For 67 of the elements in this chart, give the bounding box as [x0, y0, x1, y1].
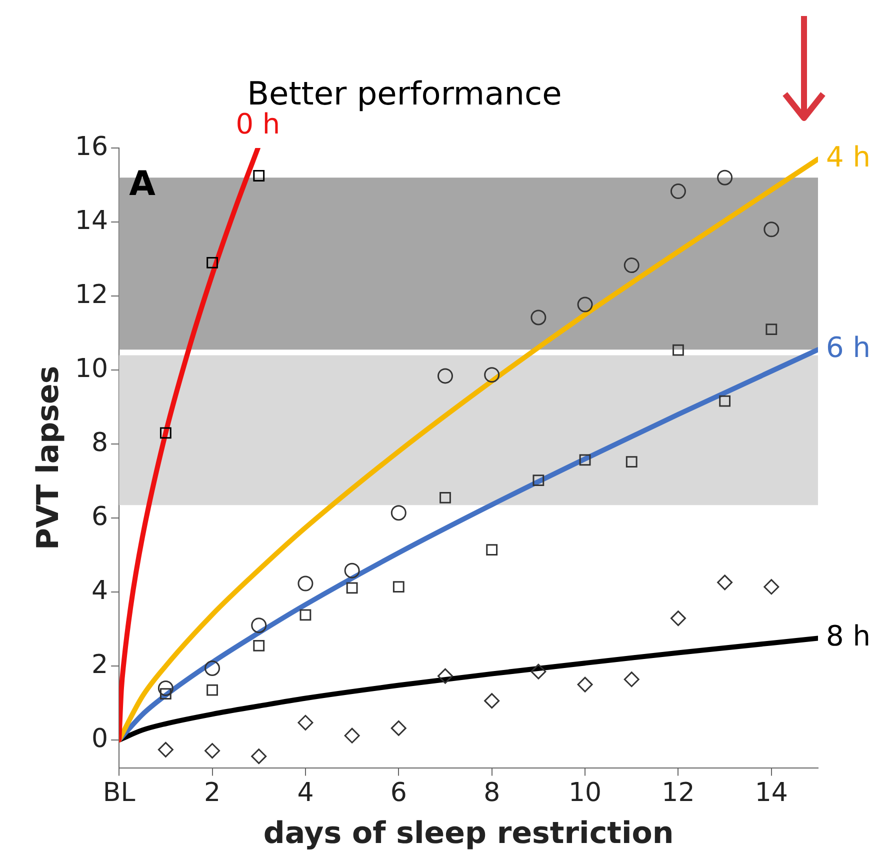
x-tick-label: 4: [297, 778, 314, 808]
point: [486, 544, 498, 556]
point: [624, 672, 640, 688]
y-tick-label: 12: [74, 280, 108, 310]
y-axis-title: PVT lapses: [30, 366, 66, 550]
point: [346, 582, 358, 594]
series-label: 6 h: [826, 330, 870, 364]
x-tick-label: BL: [102, 778, 136, 808]
point: [253, 170, 265, 182]
x-tick-label: 12: [662, 778, 695, 808]
x-tick-label: 2: [204, 778, 221, 808]
y-tick-label: 0: [92, 724, 108, 754]
point: [626, 456, 638, 468]
point: [717, 170, 733, 186]
point: [484, 367, 500, 383]
point: [390, 505, 406, 521]
point: [390, 720, 406, 736]
series-label: 8 h: [826, 620, 870, 653]
point: [766, 324, 778, 336]
x-axis-title: days of sleep restriction: [263, 816, 674, 851]
point: [344, 728, 360, 744]
point: [158, 680, 174, 696]
y-tick-label: 16: [74, 132, 108, 162]
y-tick-label: 8: [92, 428, 108, 458]
point: [577, 296, 593, 312]
point: [579, 454, 591, 466]
point: [251, 748, 267, 764]
y-tick-label: 10: [74, 354, 108, 384]
point: [298, 714, 314, 730]
point: [440, 492, 451, 504]
point: [764, 579, 780, 595]
point: [251, 618, 267, 634]
point: [484, 693, 500, 709]
point: [719, 395, 731, 407]
x-tick-label: 8: [484, 778, 500, 808]
y-tick-label: 6: [92, 502, 108, 532]
point: [530, 310, 546, 326]
x-tick-label: 10: [568, 778, 602, 808]
y-tick-label: 2: [92, 650, 108, 680]
point: [204, 660, 220, 676]
point: [530, 664, 546, 680]
point: [717, 574, 733, 590]
x-tick-label: 6: [390, 778, 407, 808]
point: [206, 257, 218, 268]
point: [298, 576, 314, 592]
point: [437, 368, 453, 384]
point: [532, 474, 544, 486]
point: [204, 743, 220, 759]
annotation: A: [129, 164, 156, 204]
point: [672, 344, 684, 356]
point: [206, 684, 218, 696]
point: [344, 562, 360, 578]
y-tick-label: 4: [92, 576, 108, 606]
point: [253, 640, 265, 652]
x-tick-label: 14: [754, 778, 788, 808]
point: [764, 222, 780, 238]
point: [577, 676, 593, 692]
point: [392, 581, 404, 593]
y-tick-label: 14: [74, 206, 108, 236]
point: [160, 427, 172, 439]
point: [670, 610, 686, 626]
point: [437, 668, 453, 684]
point: [624, 258, 640, 274]
series-label: 4 h: [826, 140, 870, 174]
point: [158, 742, 174, 758]
point: [300, 609, 312, 621]
point: [670, 184, 686, 200]
